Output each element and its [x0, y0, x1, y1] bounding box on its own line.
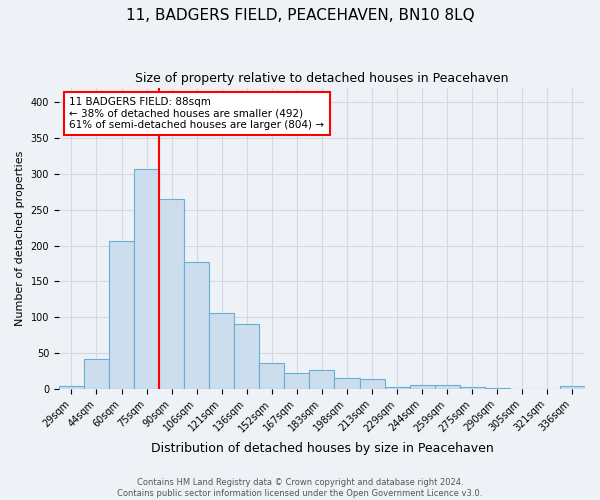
- Bar: [259, 363, 284, 389]
- Bar: [134, 169, 159, 389]
- Text: 11 BADGERS FIELD: 88sqm
← 38% of detached houses are smaller (492)
61% of semi-d: 11 BADGERS FIELD: 88sqm ← 38% of detache…: [70, 97, 325, 130]
- Title: Size of property relative to detached houses in Peacehaven: Size of property relative to detached ho…: [135, 72, 509, 86]
- Text: Contains HM Land Registry data © Crown copyright and database right 2024.
Contai: Contains HM Land Registry data © Crown c…: [118, 478, 482, 498]
- Bar: [184, 262, 209, 389]
- Y-axis label: Number of detached properties: Number of detached properties: [15, 151, 25, 326]
- Bar: [334, 378, 359, 389]
- Bar: [485, 388, 510, 389]
- Bar: [284, 373, 310, 389]
- Bar: [385, 387, 410, 389]
- Bar: [84, 359, 109, 389]
- Bar: [159, 199, 184, 389]
- X-axis label: Distribution of detached houses by size in Peacehaven: Distribution of detached houses by size …: [151, 442, 493, 455]
- Bar: [460, 387, 485, 389]
- Bar: [410, 384, 434, 389]
- Bar: [109, 240, 134, 389]
- Bar: [359, 379, 385, 389]
- Bar: [310, 370, 334, 389]
- Text: 11, BADGERS FIELD, PEACEHAVEN, BN10 8LQ: 11, BADGERS FIELD, PEACEHAVEN, BN10 8LQ: [125, 8, 475, 22]
- Bar: [234, 324, 259, 389]
- Bar: [560, 386, 585, 389]
- Bar: [434, 384, 460, 389]
- Bar: [59, 386, 84, 389]
- Bar: [209, 313, 234, 389]
